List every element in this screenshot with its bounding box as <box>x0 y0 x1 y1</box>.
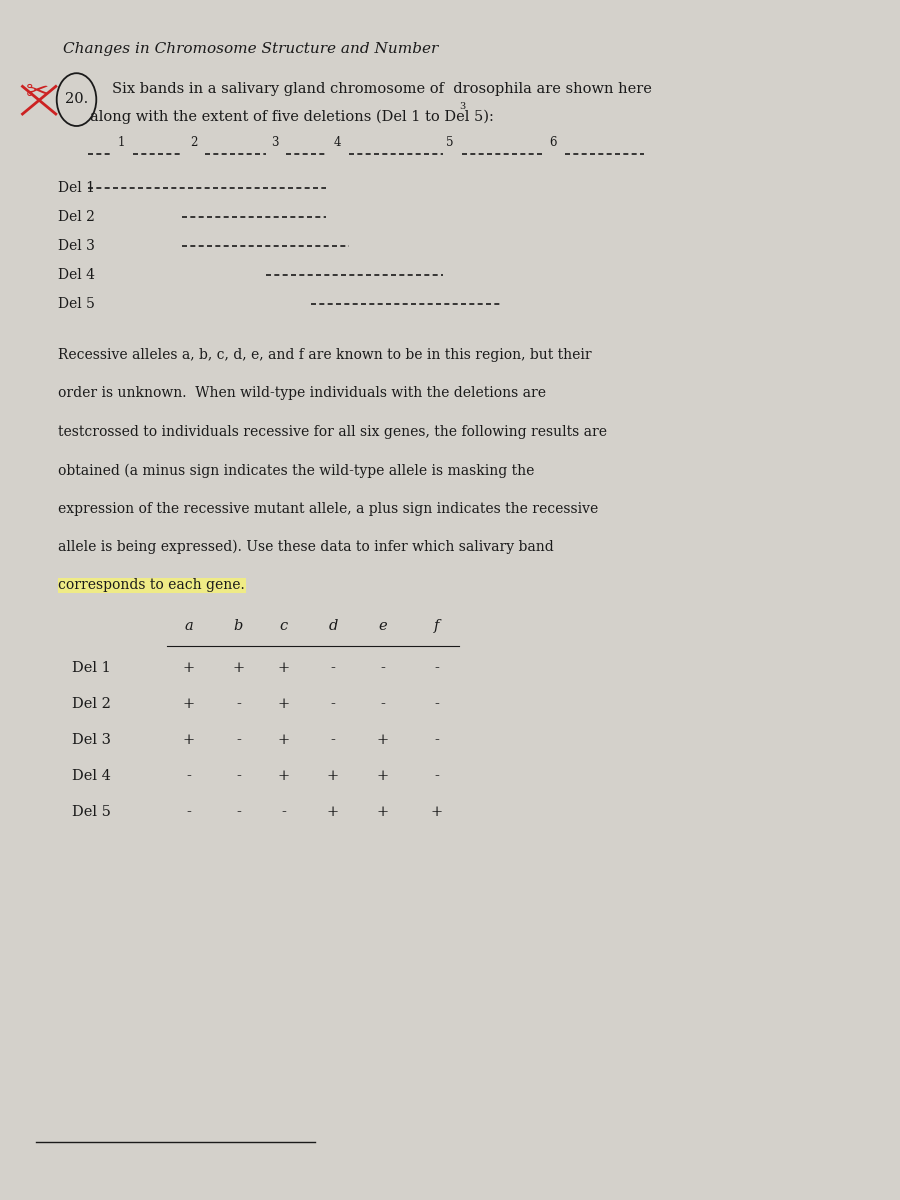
Text: +: + <box>277 769 290 784</box>
Text: order is unknown.  When wild-type individuals with the deletions are: order is unknown. When wild-type individ… <box>58 386 546 401</box>
Text: Del 2: Del 2 <box>58 210 95 224</box>
Text: ✂: ✂ <box>26 78 50 106</box>
Text: +: + <box>327 805 339 820</box>
Text: -: - <box>236 733 241 748</box>
Text: 6: 6 <box>550 136 557 149</box>
Text: 4: 4 <box>334 136 341 149</box>
Text: allele is being expressed). Use these data to infer which salivary band: allele is being expressed). Use these da… <box>58 540 554 554</box>
Text: +: + <box>183 697 195 712</box>
Text: -: - <box>380 661 385 676</box>
Text: Del 1: Del 1 <box>72 661 111 676</box>
Text: 2: 2 <box>190 136 197 149</box>
Text: obtained (a minus sign indicates the wild-type allele is masking the: obtained (a minus sign indicates the wil… <box>58 463 535 478</box>
Text: a: a <box>184 619 194 634</box>
Text: 5: 5 <box>446 136 454 149</box>
Text: Del 3: Del 3 <box>58 239 95 253</box>
Text: +: + <box>376 733 389 748</box>
Text: testcrossed to individuals recessive for all six genes, the following results ar: testcrossed to individuals recessive for… <box>58 425 608 439</box>
Text: +: + <box>277 697 290 712</box>
Text: Recessive alleles a, b, c, d, e, and f are known to be in this region, but their: Recessive alleles a, b, c, d, e, and f a… <box>58 348 592 362</box>
Text: Del 2: Del 2 <box>72 697 111 712</box>
Text: +: + <box>183 733 195 748</box>
Text: Del 4: Del 4 <box>72 769 111 784</box>
Text: b: b <box>234 619 243 634</box>
Text: -: - <box>330 661 336 676</box>
Text: 20.: 20. <box>65 92 88 107</box>
Text: expression of the recessive mutant allele, a plus sign indicates the recessive: expression of the recessive mutant allel… <box>58 502 599 516</box>
Text: +: + <box>277 661 290 676</box>
Text: Del 1: Del 1 <box>58 181 95 196</box>
Text: corresponds to each gene.: corresponds to each gene. <box>58 578 245 593</box>
Text: 3: 3 <box>459 102 465 110</box>
Text: 1: 1 <box>118 136 125 149</box>
Text: -: - <box>434 697 439 712</box>
Text: -: - <box>434 661 439 676</box>
Text: +: + <box>277 733 290 748</box>
Text: -: - <box>186 805 192 820</box>
Text: f: f <box>434 619 439 634</box>
Text: -: - <box>434 769 439 784</box>
Text: Six bands in a salivary gland chromosome of  drosophila are shown here: Six bands in a salivary gland chromosome… <box>112 82 652 96</box>
Text: -: - <box>186 769 192 784</box>
Text: Del 5: Del 5 <box>58 296 95 311</box>
Text: -: - <box>236 805 241 820</box>
Text: -: - <box>281 805 286 820</box>
Text: +: + <box>183 661 195 676</box>
Text: -: - <box>236 697 241 712</box>
Text: Del 4: Del 4 <box>58 268 95 282</box>
Text: Del 3: Del 3 <box>72 733 111 748</box>
Text: +: + <box>376 769 389 784</box>
Text: +: + <box>430 805 443 820</box>
Text: -: - <box>330 733 336 748</box>
Text: -: - <box>330 697 336 712</box>
Text: +: + <box>232 661 245 676</box>
Text: +: + <box>376 805 389 820</box>
Text: -: - <box>236 769 241 784</box>
Text: -: - <box>434 733 439 748</box>
Text: -: - <box>380 697 385 712</box>
Text: Del 5: Del 5 <box>72 805 111 820</box>
Text: c: c <box>279 619 288 634</box>
Text: Changes in Chromosome Structure and Number: Changes in Chromosome Structure and Numb… <box>63 42 438 56</box>
Text: 3: 3 <box>271 136 278 149</box>
Text: e: e <box>378 619 387 634</box>
Text: d: d <box>328 619 338 634</box>
Text: +: + <box>327 769 339 784</box>
Text: along with the extent of five deletions (Del 1 to Del 5):: along with the extent of five deletions … <box>90 109 494 124</box>
